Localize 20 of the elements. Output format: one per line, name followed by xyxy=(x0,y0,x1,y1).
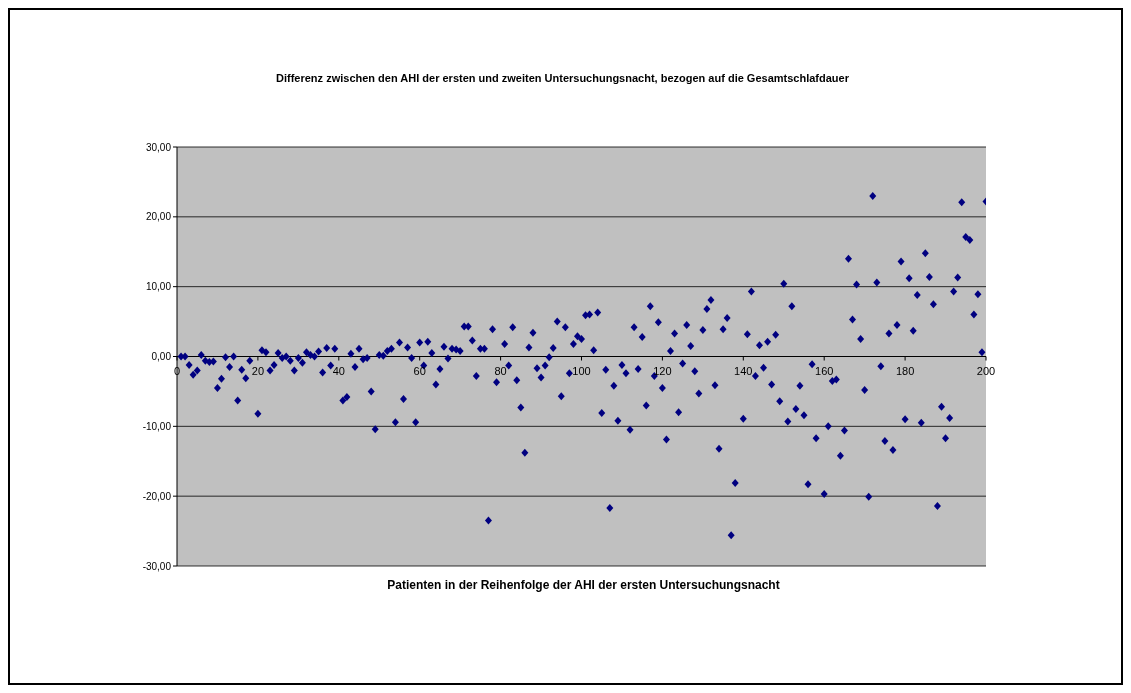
x-tick-label: 40 xyxy=(332,364,345,377)
y-tick-label: 30,00 xyxy=(145,141,172,153)
x-tick-label: 100 xyxy=(572,364,591,377)
x-tick-label: 20 xyxy=(251,364,265,377)
x-tick-label: 140 xyxy=(734,364,753,377)
x-tick-label: 180 xyxy=(895,364,915,377)
y-tick-label: -20,00 xyxy=(142,490,172,502)
x-tick-label: 200 xyxy=(976,364,996,377)
x-tick-label: 80 xyxy=(494,364,507,377)
y-tick-label: -30,00 xyxy=(142,560,172,572)
x-tick-label: 120 xyxy=(653,364,672,377)
x-tick-label: 60 xyxy=(413,364,426,377)
x-tick-label: 0 xyxy=(173,364,181,377)
y-tick-label: 20,00 xyxy=(145,211,172,223)
y-tick-label: 10,00 xyxy=(145,281,172,293)
chart-title: Differenz zwischen den AHI der ersten und zweiten Untersuchungsnacht, bezogen auf die Gesamtschlafdauer xyxy=(275,72,850,84)
x-axis-title: Patienten in der Reihenfolge der AHI der ersten Untersuchungsnacht xyxy=(386,578,781,592)
x-tick-label: 160 xyxy=(815,364,834,377)
y-tick-label: 0,00 xyxy=(151,351,172,363)
y-tick-label: -10,00 xyxy=(142,420,172,432)
